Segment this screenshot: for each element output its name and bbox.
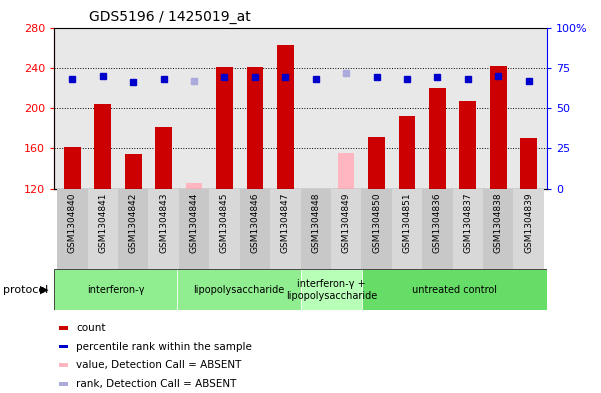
Bar bbox=[392, 189, 422, 269]
Bar bbox=[453, 189, 483, 269]
Bar bbox=[490, 66, 507, 189]
Bar bbox=[148, 189, 179, 269]
Text: percentile rank within the sample: percentile rank within the sample bbox=[76, 342, 252, 351]
Bar bbox=[300, 269, 362, 310]
Bar bbox=[59, 326, 68, 330]
Bar bbox=[459, 101, 476, 189]
Text: GSM1304839: GSM1304839 bbox=[524, 193, 533, 253]
Bar bbox=[209, 189, 240, 269]
Text: GSM1304847: GSM1304847 bbox=[281, 193, 290, 253]
Bar bbox=[368, 137, 385, 189]
Bar bbox=[520, 138, 537, 189]
Text: interferon-γ: interferon-γ bbox=[87, 285, 144, 295]
Bar bbox=[240, 189, 270, 269]
Text: GSM1304840: GSM1304840 bbox=[68, 193, 77, 253]
Text: GSM1304836: GSM1304836 bbox=[433, 193, 442, 253]
Bar bbox=[277, 45, 294, 189]
Bar bbox=[155, 127, 172, 189]
Bar bbox=[59, 382, 68, 386]
Bar bbox=[483, 189, 513, 269]
Text: GSM1304841: GSM1304841 bbox=[99, 193, 107, 253]
Text: GSM1304851: GSM1304851 bbox=[403, 193, 412, 253]
Text: GSM1304846: GSM1304846 bbox=[251, 193, 260, 253]
Text: ▶: ▶ bbox=[40, 285, 49, 295]
Bar bbox=[88, 189, 118, 269]
Bar bbox=[118, 189, 148, 269]
Bar bbox=[362, 269, 547, 310]
Bar bbox=[300, 189, 331, 269]
Bar bbox=[422, 189, 453, 269]
Text: GSM1304849: GSM1304849 bbox=[341, 193, 350, 253]
Bar bbox=[54, 269, 177, 310]
Bar bbox=[59, 345, 68, 348]
Bar bbox=[94, 104, 111, 189]
Text: untreated control: untreated control bbox=[412, 285, 497, 295]
Text: GSM1304844: GSM1304844 bbox=[189, 193, 198, 253]
Bar bbox=[246, 67, 263, 189]
Bar bbox=[513, 189, 544, 269]
Bar bbox=[270, 189, 300, 269]
Text: GSM1304838: GSM1304838 bbox=[494, 193, 502, 253]
Bar bbox=[216, 67, 233, 189]
Text: rank, Detection Call = ABSENT: rank, Detection Call = ABSENT bbox=[76, 379, 237, 389]
Bar bbox=[64, 147, 81, 189]
Bar bbox=[338, 153, 355, 189]
Bar bbox=[179, 189, 209, 269]
Bar bbox=[125, 154, 142, 189]
Text: count: count bbox=[76, 323, 106, 333]
Bar bbox=[57, 189, 88, 269]
Text: GSM1304850: GSM1304850 bbox=[372, 193, 381, 253]
Bar bbox=[186, 183, 203, 189]
Bar bbox=[361, 189, 392, 269]
Bar bbox=[307, 189, 324, 190]
Text: GSM1304837: GSM1304837 bbox=[463, 193, 472, 253]
Text: GDS5196 / 1425019_at: GDS5196 / 1425019_at bbox=[88, 10, 251, 24]
Text: GSM1304845: GSM1304845 bbox=[220, 193, 229, 253]
Text: GSM1304842: GSM1304842 bbox=[129, 193, 138, 253]
Text: GSM1304843: GSM1304843 bbox=[159, 193, 168, 253]
Text: GSM1304848: GSM1304848 bbox=[311, 193, 320, 253]
Bar bbox=[398, 116, 415, 189]
Bar bbox=[177, 269, 300, 310]
Text: protocol: protocol bbox=[3, 285, 48, 295]
Bar bbox=[331, 189, 361, 269]
Text: value, Detection Call = ABSENT: value, Detection Call = ABSENT bbox=[76, 360, 242, 370]
Text: lipopolysaccharide: lipopolysaccharide bbox=[194, 285, 284, 295]
Text: interferon-γ +
lipopolysaccharide: interferon-γ + lipopolysaccharide bbox=[285, 279, 377, 301]
Bar bbox=[429, 88, 446, 189]
Bar bbox=[59, 363, 68, 367]
